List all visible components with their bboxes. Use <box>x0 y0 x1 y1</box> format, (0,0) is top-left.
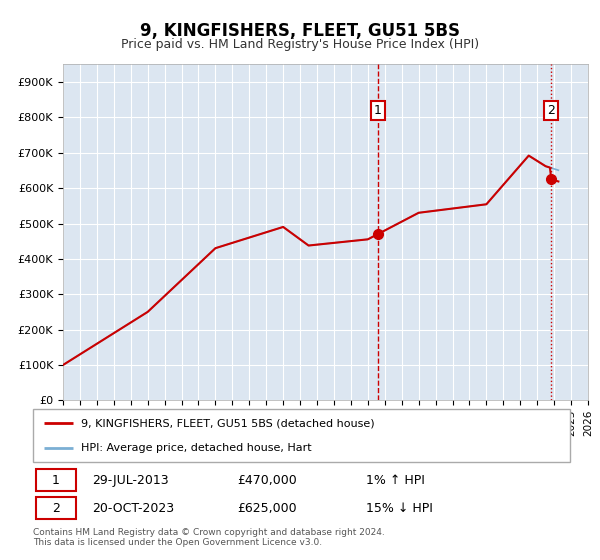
FancyBboxPatch shape <box>35 497 76 520</box>
Text: 29-JUL-2013: 29-JUL-2013 <box>92 474 169 487</box>
Text: 9, KINGFISHERS, FLEET, GU51 5BS (detached house): 9, KINGFISHERS, FLEET, GU51 5BS (detache… <box>82 418 375 428</box>
Text: 15% ↓ HPI: 15% ↓ HPI <box>366 502 433 515</box>
Text: £625,000: £625,000 <box>237 502 296 515</box>
FancyBboxPatch shape <box>35 469 76 491</box>
Text: 9, KINGFISHERS, FLEET, GU51 5BS: 9, KINGFISHERS, FLEET, GU51 5BS <box>140 22 460 40</box>
Text: Contains HM Land Registry data © Crown copyright and database right 2024.
This d: Contains HM Land Registry data © Crown c… <box>33 528 385 547</box>
Text: 1: 1 <box>52 474 60 487</box>
Text: HPI: Average price, detached house, Hart: HPI: Average price, detached house, Hart <box>82 442 312 452</box>
Text: £470,000: £470,000 <box>237 474 297 487</box>
Text: 2: 2 <box>547 104 554 117</box>
Text: 1% ↑ HPI: 1% ↑ HPI <box>366 474 425 487</box>
Text: 1: 1 <box>374 104 382 117</box>
Text: 2: 2 <box>52 502 60 515</box>
Text: 20-OCT-2023: 20-OCT-2023 <box>92 502 174 515</box>
Text: Price paid vs. HM Land Registry's House Price Index (HPI): Price paid vs. HM Land Registry's House … <box>121 38 479 51</box>
